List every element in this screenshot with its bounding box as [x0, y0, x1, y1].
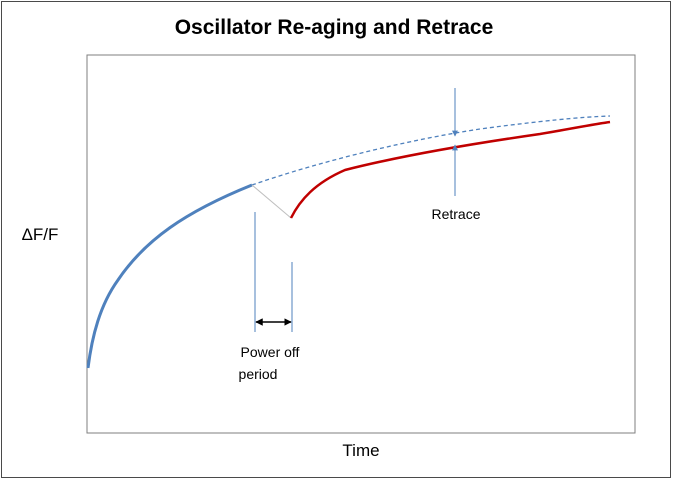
chart-title: Oscillator Re-aging and Retrace: [175, 16, 494, 39]
power-off-label-line2: period: [239, 366, 278, 382]
power-off-label-line1: Power off: [241, 344, 300, 360]
retrace-label: Retrace: [431, 206, 480, 222]
initial-aging-curve: [86, 183, 253, 369]
plot-area: [86, 54, 636, 434]
y-axis-label: ΔF/F: [22, 225, 59, 244]
re-aging-curve: [289, 120, 611, 219]
x-axis-label: Time: [342, 441, 379, 460]
power-off-connector: [251, 184, 292, 219]
